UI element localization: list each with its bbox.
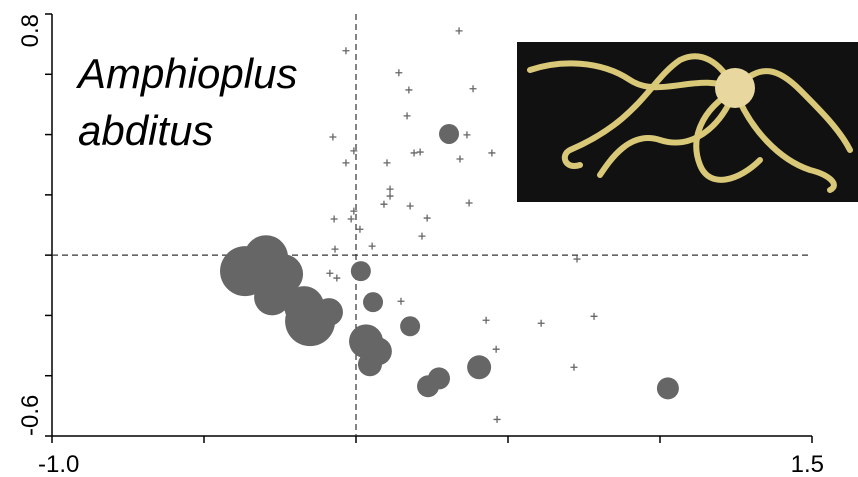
cross-point: [488, 149, 495, 156]
cross-point: [470, 85, 477, 92]
cross-point: [493, 346, 500, 353]
cross-point: [494, 416, 501, 423]
y-tick-label: 0.8: [17, 14, 44, 47]
species-name: abditus: [78, 107, 213, 154]
bubble: [467, 355, 491, 379]
cross-point: [466, 199, 473, 206]
cross-point: [574, 256, 581, 263]
cross-point: [483, 317, 490, 324]
cross-point: [591, 313, 598, 320]
cross-point: [348, 215, 355, 222]
cross-point: [538, 320, 545, 327]
chart: Amphioplus abditus -1.0 1.5 -0.6 0.8: [0, 0, 858, 477]
cross-point: [356, 226, 363, 233]
cross-point: [407, 203, 414, 210]
cross-point: [395, 69, 402, 76]
cross-point: [342, 159, 349, 166]
photo: [517, 42, 858, 202]
bubble: [351, 261, 371, 281]
cross-point: [369, 243, 376, 250]
cross-point: [329, 133, 336, 140]
brittle-star-disc: [715, 68, 755, 108]
cross-point: [463, 131, 470, 138]
cross-point: [384, 159, 391, 166]
cross-point: [405, 86, 412, 93]
species-name: Amphioplus: [75, 50, 297, 97]
cross-point: [404, 112, 411, 119]
cross-point: [456, 155, 463, 162]
bubble: [400, 316, 420, 336]
page: Amphioplus abditus -1.01.5-0.60.8 (() =>…: [0, 0, 858, 477]
cross-point: [397, 298, 404, 305]
bubble: [358, 352, 382, 376]
cross-point: [331, 215, 338, 222]
cross-point: [332, 246, 339, 253]
cross-point: [387, 186, 394, 193]
cross-point: [411, 149, 418, 156]
cross-point: [456, 27, 463, 34]
cross-point: [570, 364, 577, 371]
bubble: [315, 298, 343, 326]
cross-point: [387, 193, 394, 200]
cross-point: [326, 270, 333, 277]
bubble: [428, 367, 450, 389]
cross-point: [380, 201, 387, 208]
cross-point: [424, 215, 431, 222]
cross-point: [418, 233, 425, 240]
cross-point: [333, 275, 340, 282]
x-tick-label: 1.5: [791, 451, 824, 477]
y-tick-label: -0.6: [17, 395, 44, 436]
x-tick-label: -1.0: [38, 451, 79, 477]
bubble: [439, 124, 459, 144]
cross-point: [417, 149, 424, 156]
cross-point: [342, 47, 349, 54]
bubble: [363, 292, 383, 312]
bubble: [657, 377, 679, 399]
